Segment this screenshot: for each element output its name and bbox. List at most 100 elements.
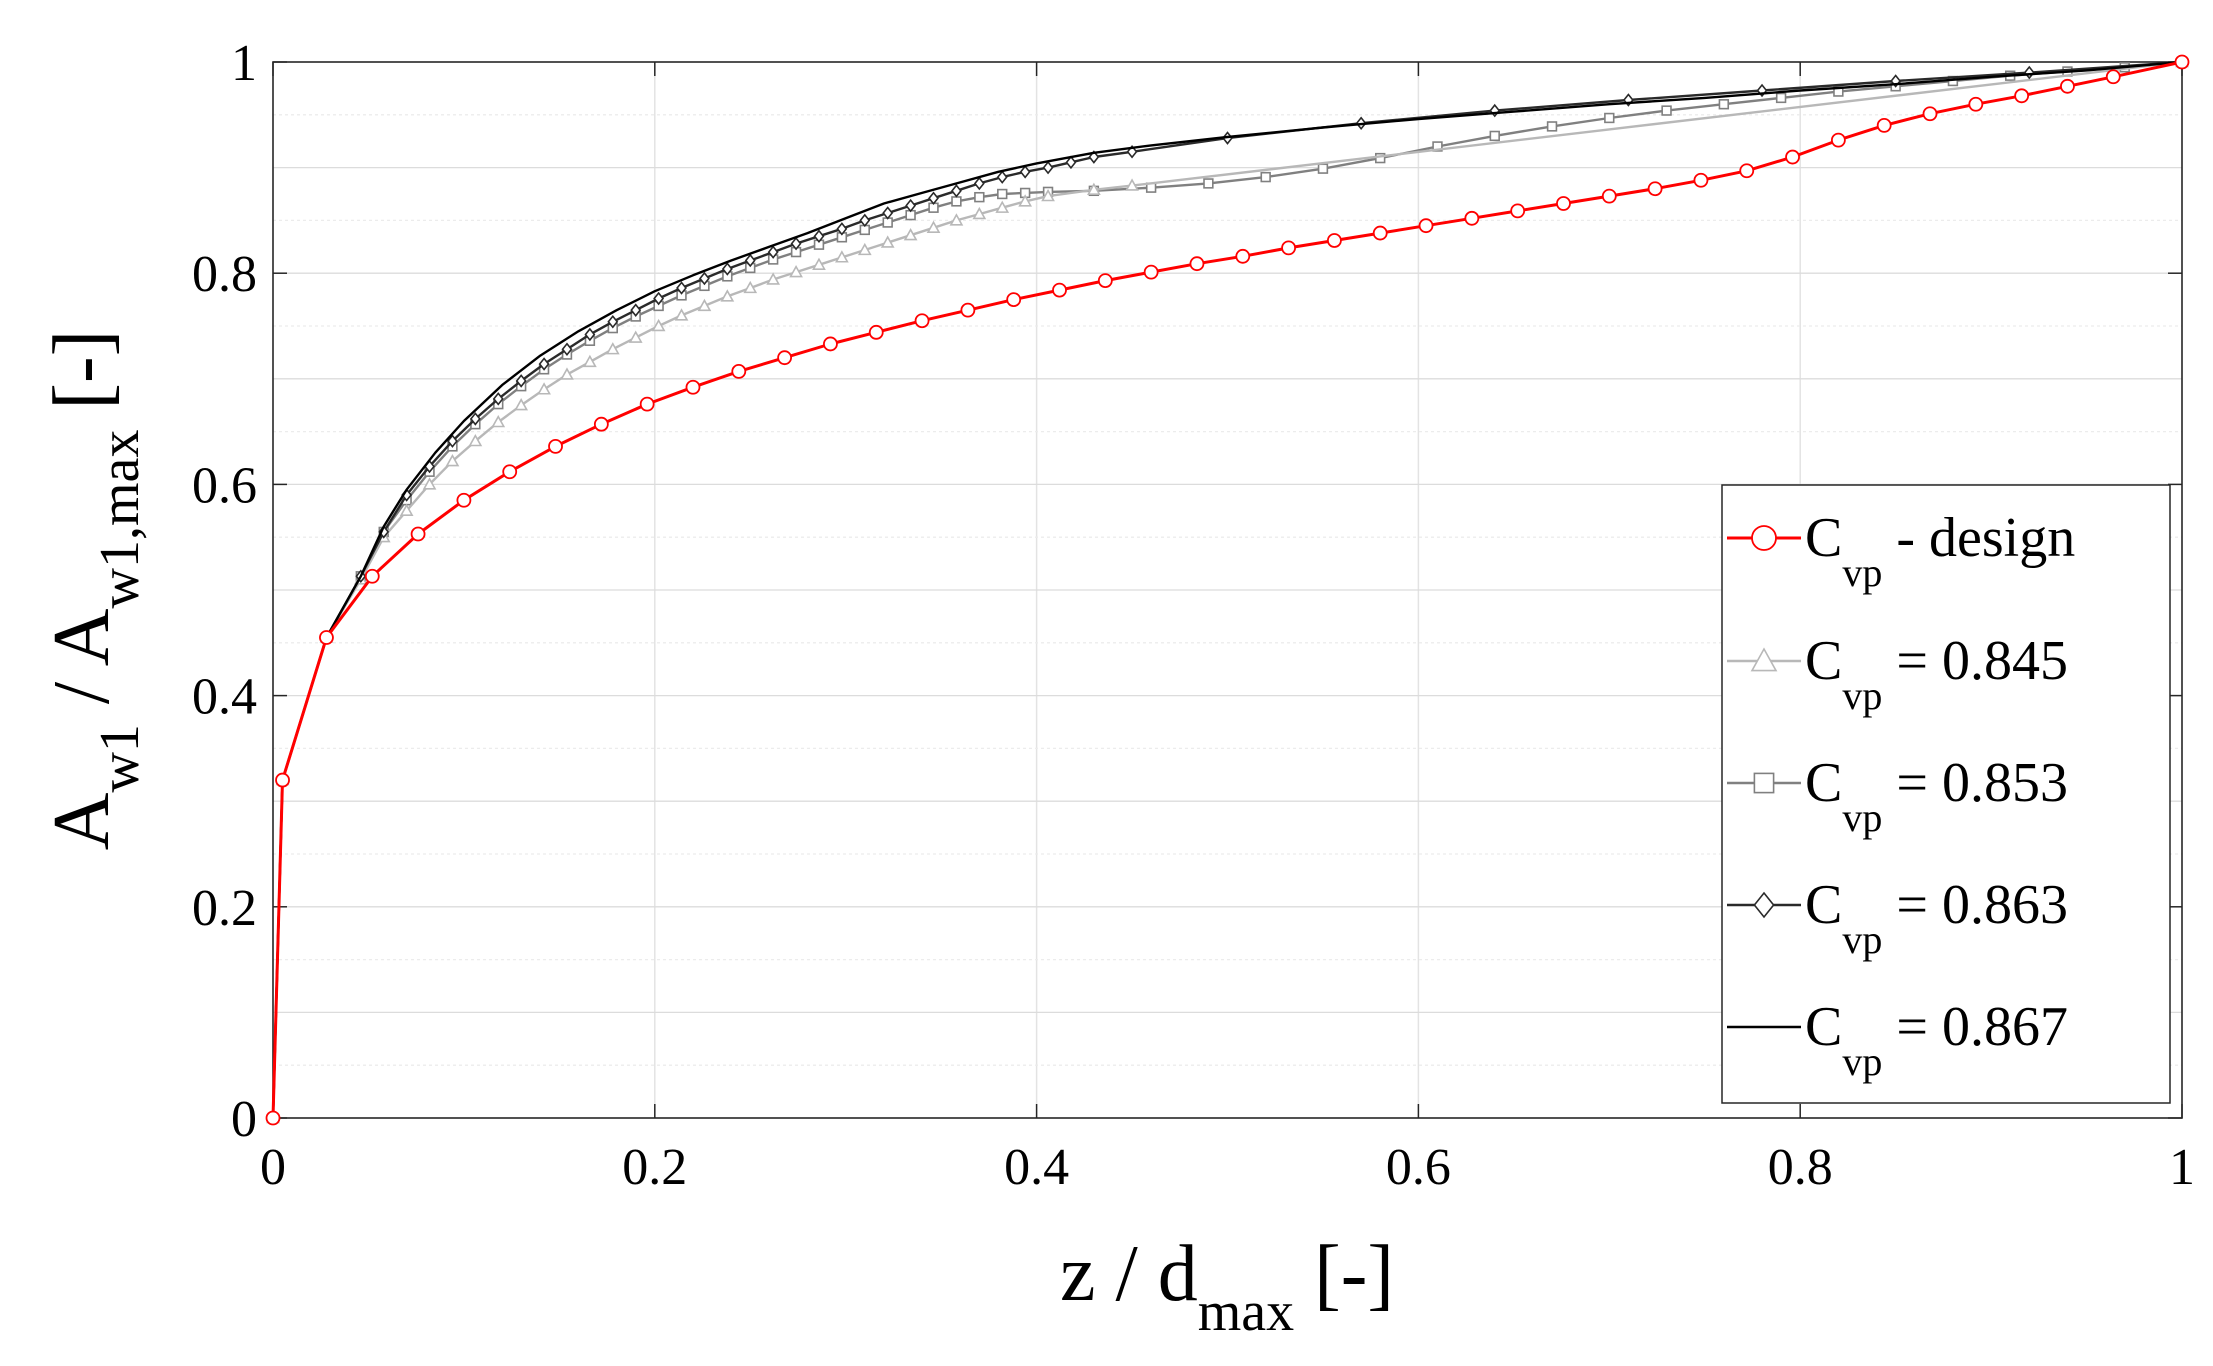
triangle-marker	[926, 220, 941, 233]
triangle-marker	[949, 213, 964, 226]
triangle-marker	[628, 330, 643, 343]
diamond-marker	[676, 281, 687, 295]
x-tick-label: 0	[260, 1139, 286, 1196]
diamond-marker	[561, 342, 573, 357]
circle-marker	[1006, 292, 1022, 308]
square-marker	[1260, 171, 1271, 183]
series-line	[271, 60, 2183, 1119]
y-tick-label: 0.8	[192, 246, 257, 303]
series-4	[271, 60, 2183, 1119]
diamond-marker	[699, 271, 710, 286]
circle-marker	[777, 350, 793, 366]
circle-marker	[1785, 149, 1800, 165]
triangle-marker	[903, 228, 918, 241]
diamond-marker	[492, 392, 504, 406]
diamond-marker	[905, 198, 917, 213]
triangle-marker	[880, 235, 895, 248]
circle-marker	[1097, 273, 1113, 288]
series-0	[265, 54, 2190, 1126]
x-tick-label: 0.6	[1386, 1139, 1451, 1196]
circle-marker	[265, 1110, 281, 1126]
circle-marker	[868, 324, 884, 340]
circle-marker	[1327, 233, 1342, 248]
circle-marker	[1739, 163, 1755, 179]
triangle-marker	[537, 382, 551, 395]
triangle-marker	[1018, 194, 1033, 207]
triangle-marker	[1125, 178, 1139, 191]
circle-marker	[1281, 240, 1296, 256]
triangle-marker	[812, 257, 826, 270]
diamond-marker	[1065, 155, 1077, 170]
x-tick-label: 0.2	[622, 1139, 687, 1196]
diamond-marker	[538, 357, 550, 371]
x-tick-label: 0.8	[1768, 1139, 1833, 1196]
circle-marker	[2014, 88, 2030, 104]
square-marker	[1432, 141, 1443, 152]
triangle-marker	[789, 264, 803, 278]
legend-label: Cvp - design	[1805, 507, 2075, 595]
legend-box	[1721, 484, 2171, 1104]
square-marker	[1775, 92, 1787, 104]
circle-marker	[1556, 196, 1571, 211]
circle-marker	[502, 464, 518, 480]
triangle-marker	[445, 454, 460, 467]
diamond-marker	[584, 327, 596, 342]
legend-label: Cvp = 0.867	[1805, 996, 2068, 1084]
square-marker	[997, 188, 1008, 200]
square-marker	[1203, 178, 1214, 189]
triangle-marker	[720, 289, 735, 302]
triangle-marker	[857, 242, 872, 256]
y-tick-label: 0	[231, 1091, 257, 1148]
diamond-marker	[1042, 160, 1054, 175]
legend-label: Cvp = 0.845	[1805, 630, 2068, 718]
triangle-marker	[399, 503, 414, 517]
circle-marker	[1693, 172, 1709, 188]
circle-marker	[2174, 54, 2190, 70]
triangle-marker	[651, 318, 666, 332]
y-axis-title: Aw1 / Aw1,max [-]	[38, 330, 151, 851]
circle-marker	[1418, 218, 1434, 234]
legend-items: Cvp - design Cvp = 0.845 Cvp = 0.853 Cvp = …	[1727, 507, 2075, 1084]
circle-marker	[685, 379, 701, 395]
circle-marker	[275, 772, 290, 788]
diamond-marker	[950, 184, 962, 198]
diamond-marker	[996, 170, 1008, 184]
diamond-marker	[447, 434, 458, 448]
circle-marker	[2060, 78, 2075, 94]
diamond-marker	[973, 176, 985, 191]
triangle-marker	[697, 298, 712, 312]
triangle-marker	[1041, 188, 1055, 202]
legend-item: Cvp - design	[1727, 507, 2075, 595]
square-marker	[951, 196, 962, 207]
circle-marker	[1647, 181, 1663, 197]
triangle-marker	[1750, 647, 1778, 672]
circle-marker	[1464, 210, 1480, 226]
square-marker	[1604, 112, 1615, 124]
triangle-marker	[995, 200, 1010, 213]
circle-marker	[914, 313, 930, 329]
diamond-marker	[607, 314, 619, 329]
diamond-marker	[1088, 150, 1100, 164]
circle-marker	[548, 438, 563, 454]
y-tick-label: 0.2	[192, 880, 257, 937]
triangle-marker	[835, 250, 849, 263]
circle-marker	[456, 492, 472, 508]
triangle-marker	[766, 272, 781, 285]
x-tick-label: 1	[2169, 1139, 2195, 1196]
diamond-marker	[790, 236, 802, 251]
diamond-marker	[1890, 74, 1902, 88]
square-marker	[1718, 99, 1730, 110]
circle-marker	[1751, 525, 1777, 551]
y-tick-label: 0.6	[192, 457, 257, 514]
diamond-marker	[469, 412, 481, 426]
circle-marker	[2105, 69, 2121, 85]
legend-item: Cvp = 0.863	[1727, 874, 2068, 962]
series-3	[267, 55, 2188, 1125]
legend-item: Cvp = 0.845	[1727, 630, 2068, 718]
triangle-marker	[972, 206, 987, 220]
triangle-marker	[583, 354, 597, 368]
diamond-marker	[1622, 93, 1634, 107]
circle-marker	[1876, 117, 1892, 133]
triangle-marker	[560, 367, 574, 380]
diamond-marker	[836, 222, 848, 236]
